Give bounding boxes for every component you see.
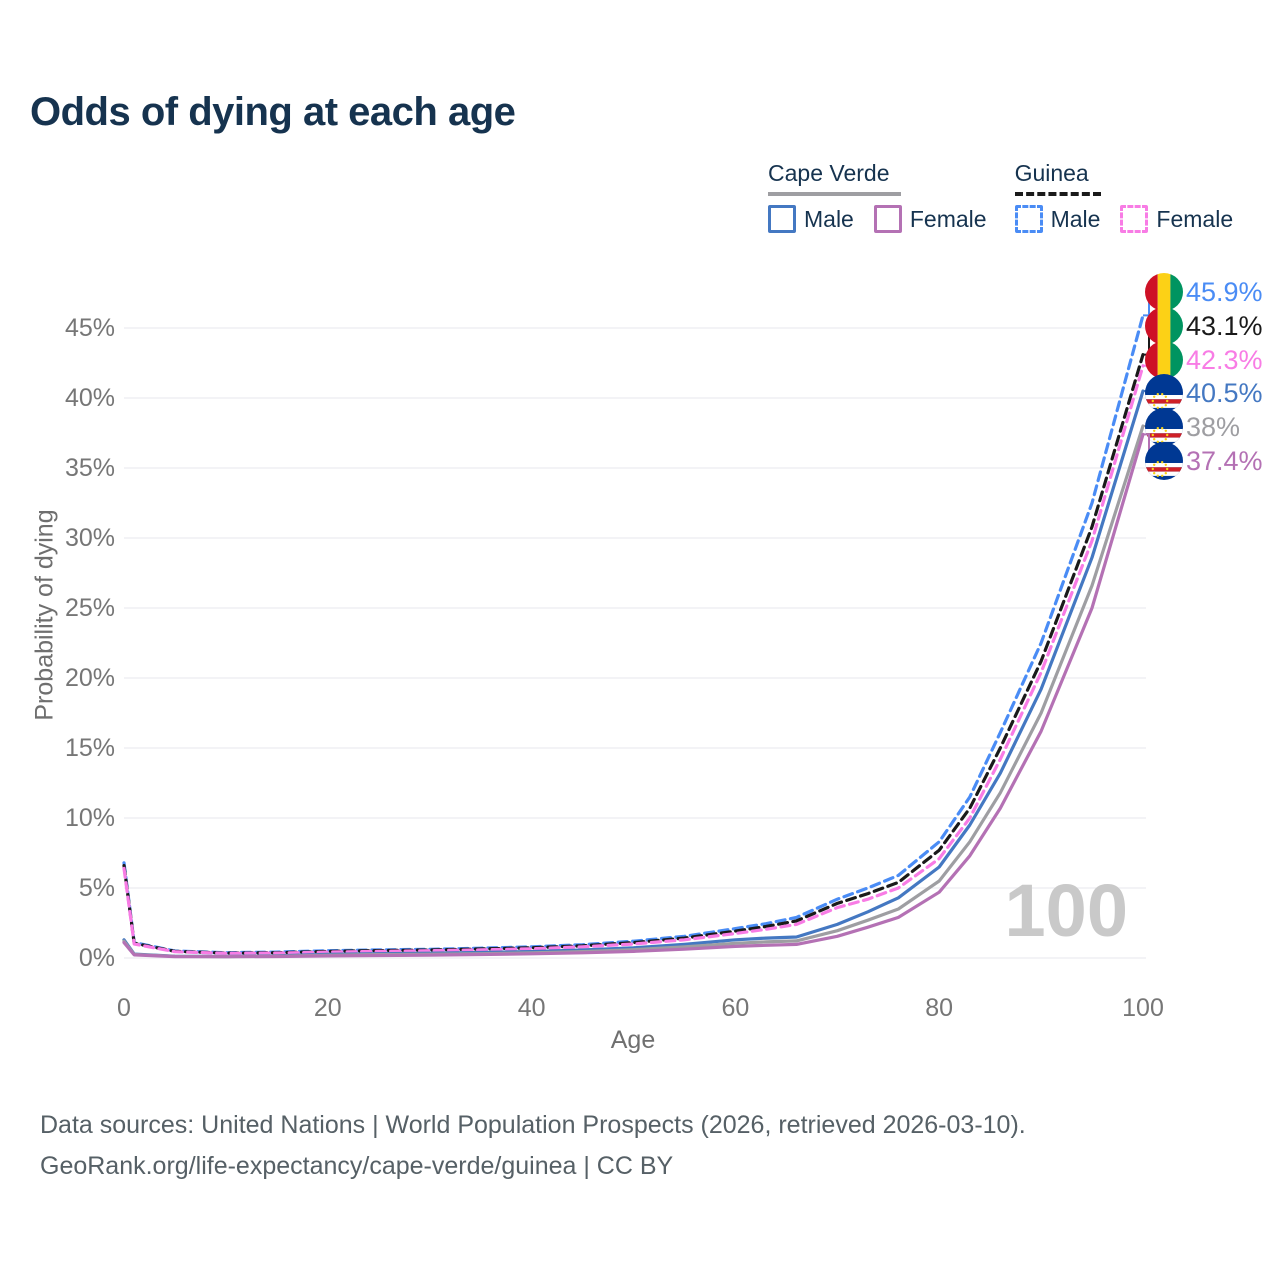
end-label-cv_female: 37.4% [1186, 446, 1263, 476]
legend-item-cape-verde-female[interactable]: Female [873, 205, 987, 233]
end-label-gn_female: 42.3% [1186, 345, 1263, 375]
legend: Cape Verde Male Female Guinea Male [768, 160, 1233, 233]
guinea-flag-icon [1145, 273, 1183, 311]
cape-verde-line-style-swatch [768, 192, 901, 196]
end-label-gn_both: 43.1% [1186, 311, 1263, 341]
hovered-age-indicator: 100 [1004, 869, 1128, 952]
y-tick-label: 5% [78, 874, 115, 902]
y-tick-label: 40% [64, 384, 115, 412]
footer: Data sources: United Nations | World Pop… [40, 1105, 1026, 1186]
series-line-gn_male [122, 313, 1145, 955]
attribution-link[interactable]: GeoRank.org/life-expectancy/cape-verde/g… [40, 1151, 674, 1180]
y-tick-label: 15% [64, 734, 115, 762]
y-tick-label: 35% [64, 454, 115, 482]
end-label-cv_both: 38% [1186, 412, 1241, 442]
y-tick-label: 10% [64, 804, 115, 832]
legend-group-cape-verde: Cape Verde Male Female [768, 160, 987, 233]
legend-item-guinea-male[interactable]: Male [1014, 205, 1101, 233]
guinea-flag-icon [1145, 307, 1183, 345]
legend-country-cape-verde[interactable]: Cape Verde [768, 160, 890, 186]
series-line-gn_both [122, 353, 1145, 955]
cape-verde-male-swatch-icon [768, 205, 796, 233]
data-sources-text: Data sources: United Nations | World Pop… [40, 1111, 1026, 1139]
y-tick-label: 45% [64, 314, 115, 342]
cape-verde-flag-icon [1145, 442, 1183, 480]
legend-group-guinea: Guinea Male Female [1014, 160, 1233, 233]
guinea-flag-icon [1145, 341, 1183, 379]
y-tick-label: 0% [78, 944, 115, 972]
legend-item-guinea-female[interactable]: Female [1120, 205, 1233, 233]
y-tick-label: 20% [64, 664, 115, 692]
x-axis-title: Age [610, 1026, 656, 1054]
cape-verde-flag-icon [1145, 408, 1183, 446]
y-tick-label: 30% [64, 524, 115, 552]
guinea-female-swatch-icon [1120, 205, 1149, 233]
legend-country-guinea[interactable]: Guinea [1014, 160, 1089, 186]
x-tick-label: 20 [313, 994, 342, 1022]
legend-item-label: Female [909, 205, 987, 232]
y-axis-title: Probability of dying [30, 509, 59, 721]
legend-item-label: Male [804, 205, 854, 232]
cape-verde-female-swatch-icon [873, 205, 902, 233]
page-title: Odds of dying at each age [30, 90, 516, 134]
x-tick-label: 40 [517, 994, 546, 1022]
guinea-male-swatch-icon [1014, 205, 1043, 233]
legend-item-label: Female [1156, 205, 1234, 232]
end-label-gn_male: 45.9% [1186, 277, 1263, 307]
x-tick-label: 0 [117, 994, 131, 1022]
x-tick-label: 60 [721, 994, 750, 1022]
series-line-gn_female [122, 364, 1145, 956]
cape-verde-flag-icon [1145, 374, 1183, 412]
legend-item-label: Male [1050, 205, 1101, 232]
x-tick-label: 100 [1122, 994, 1164, 1022]
series-line-cv_female [122, 432, 1145, 959]
x-tick-label: 80 [925, 994, 954, 1022]
legend-item-cape-verde-male[interactable]: Male [768, 205, 854, 233]
y-tick-label: 25% [64, 594, 115, 622]
guinea-line-style-swatch [1014, 192, 1101, 196]
end-label-cv_male: 40.5% [1186, 378, 1263, 408]
